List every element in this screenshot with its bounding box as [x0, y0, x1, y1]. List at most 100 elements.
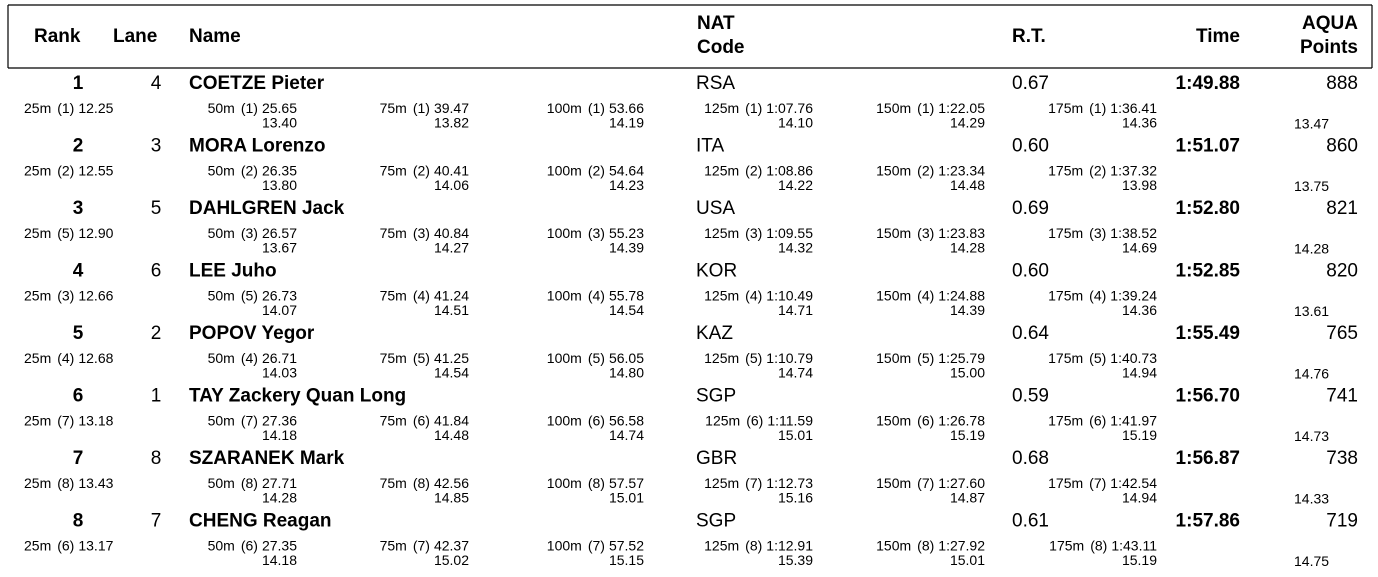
lane: 5 [151, 198, 162, 219]
split-place: (3) [1089, 225, 1106, 241]
split: 75m (7) 42.37 [380, 537, 470, 553]
split-place: (2) [241, 162, 258, 178]
split-time: 1:36.41 [1110, 100, 1157, 116]
athlete-name: COETZE Pieter [189, 73, 325, 94]
split: 125m (6) 1:11.59 [705, 412, 813, 428]
reaction-time: 0.61 [1012, 511, 1049, 532]
split-place: (4) [1089, 287, 1106, 303]
split-distance: 150m [876, 475, 911, 491]
split-time: 27.36 [262, 412, 297, 428]
split-interval: 15.01 [778, 427, 813, 443]
split-place: (7) [588, 537, 605, 553]
split-time: 1:25.79 [938, 350, 985, 366]
aqua-points: 821 [1326, 198, 1358, 219]
split-interval: 14.54 [609, 302, 644, 318]
rank: 5 [73, 323, 84, 344]
rank: 4 [73, 261, 84, 282]
split: 50m (6) 27.35 [208, 537, 298, 553]
rank: 2 [73, 136, 84, 157]
split: 100m (8) 57.57 [547, 475, 644, 491]
split-interval: 14.48 [434, 427, 469, 443]
split: 125m (8) 1:12.91 [704, 537, 813, 553]
split: 75m (6) 41.84 [380, 412, 470, 428]
split-distance: 75m [380, 537, 407, 553]
split-distance: 125m [704, 100, 739, 116]
split-place: (4) [57, 350, 74, 366]
split-distance: 50m [208, 537, 235, 553]
split-time: 27.35 [262, 537, 297, 553]
split-distance: 175m [1048, 100, 1083, 116]
last-interval: 14.75 [1294, 553, 1329, 569]
final-time: 1:52.80 [1176, 198, 1240, 219]
split-time: 1:26.78 [938, 412, 985, 428]
split-time: 41.24 [434, 287, 469, 303]
header-time: Time [1196, 26, 1240, 47]
nat-code: KOR [696, 261, 737, 282]
split-distance: 150m [876, 412, 911, 428]
split-time: 1:22.05 [938, 100, 985, 116]
split-time: 12.66 [78, 287, 113, 303]
split-place: (1) [413, 100, 430, 116]
split-distance: 100m [547, 162, 582, 178]
split-distance: 25m [24, 287, 51, 303]
split-place: (4) [588, 287, 605, 303]
split-distance: 50m [208, 412, 235, 428]
lane: 1 [151, 386, 162, 407]
split-time: 1:43.11 [1111, 537, 1157, 553]
split-distance: 175m [1048, 287, 1083, 303]
split-time: 41.84 [434, 412, 469, 428]
split-interval: 15.39 [778, 552, 813, 568]
rank: 3 [73, 198, 84, 219]
split: 100m (7) 57.52 [547, 537, 644, 553]
split-place: (7) [57, 412, 74, 428]
split-distance: 150m [876, 100, 911, 116]
split-interval: 14.10 [778, 115, 813, 131]
split-place: (6) [413, 412, 430, 428]
reaction-time: 0.68 [1012, 448, 1049, 469]
split: 50m (8) 27.71 [208, 475, 298, 491]
split-place: (3) [57, 287, 74, 303]
split-interval: 13.82 [434, 115, 469, 131]
split-place: (2) [57, 162, 74, 178]
split: 150m (2) 1:23.34 [876, 162, 985, 178]
athlete-name: TAY Zackery Quan Long [189, 386, 406, 407]
lane: 7 [151, 511, 162, 532]
split: 175m (5) 1:40.73 [1048, 350, 1157, 366]
last-interval: 13.47 [1294, 116, 1329, 132]
final-time: 1:56.87 [1176, 448, 1240, 469]
header-name: Name [189, 26, 241, 47]
rank: 8 [73, 511, 84, 532]
split-place: (1) [588, 100, 605, 116]
split-place: (5) [917, 350, 934, 366]
split: 50m (7) 27.36 [208, 412, 298, 428]
split-interval: 15.19 [1122, 552, 1157, 568]
split-time: 1:10.49 [766, 287, 813, 303]
split-distance: 125m [704, 475, 739, 491]
split-time: 13.18 [78, 412, 113, 428]
split-interval: 14.28 [950, 240, 985, 256]
split: 175m (2) 1:37.32 [1048, 162, 1157, 178]
split-place: (7) [1089, 475, 1106, 491]
split-place: (3) [241, 225, 258, 241]
split-distance: 50m [208, 350, 235, 366]
split: 100m (4) 55.78 [547, 287, 644, 303]
split-time: 57.57 [609, 475, 644, 491]
split-place: (5) [588, 350, 605, 366]
split-distance: 175m [1048, 412, 1083, 428]
header-points: AQUA [1302, 13, 1358, 34]
split-interval: 14.94 [1122, 365, 1157, 381]
split: 125m (1) 1:07.76 [704, 100, 813, 116]
split-interval: 14.51 [434, 302, 469, 318]
split-distance: 150m [876, 287, 911, 303]
split: 175m (3) 1:38.52 [1048, 225, 1157, 241]
split-interval: 14.07 [262, 302, 297, 318]
split: 50m (5) 26.73 [208, 287, 298, 303]
reaction-time: 0.67 [1012, 73, 1049, 94]
split-interval: 14.80 [609, 365, 644, 381]
athlete-name: CHENG Reagan [189, 511, 332, 532]
split-time: 1:27.92 [938, 537, 985, 553]
split-time: 1:24.88 [938, 287, 985, 303]
split-time: 54.64 [609, 162, 644, 178]
split-time: 53.66 [609, 100, 644, 116]
split-interval: 15.19 [1122, 427, 1157, 443]
